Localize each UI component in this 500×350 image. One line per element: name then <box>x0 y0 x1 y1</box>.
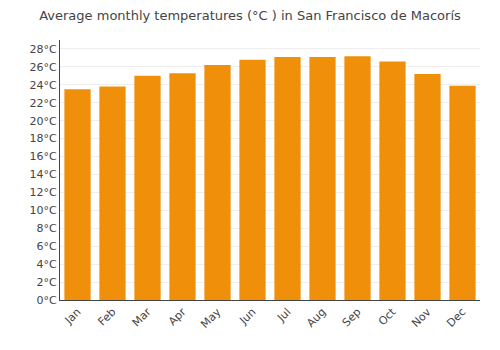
svg-text:0°C: 0°C <box>37 294 57 307</box>
svg-text:Jan: Jan <box>62 306 84 328</box>
svg-text:Sep: Sep <box>340 306 364 330</box>
svg-text:8°C: 8°C <box>37 222 57 235</box>
svg-text:26°C: 26°C <box>30 61 57 74</box>
svg-text:Aug: Aug <box>304 306 328 330</box>
svg-text:Jul: Jul <box>274 306 293 325</box>
svg-text:14°C: 14°C <box>30 168 57 181</box>
svg-text:28°C: 28°C <box>30 43 57 56</box>
svg-text:20°C: 20°C <box>30 115 57 128</box>
svg-text:Jun: Jun <box>236 305 258 327</box>
svg-text:Nov: Nov <box>409 305 434 330</box>
svg-text:6°C: 6°C <box>37 240 57 253</box>
svg-text:Oct: Oct <box>376 305 399 328</box>
svg-text:12°C: 12°C <box>30 186 57 199</box>
svg-text:Apr: Apr <box>166 305 189 328</box>
svg-text:Feb: Feb <box>96 306 119 329</box>
svg-text:Average monthly temperatures (: Average monthly temperatures (°C ) in Sa… <box>39 8 461 23</box>
svg-text:May: May <box>198 305 224 331</box>
svg-text:2°C: 2°C <box>37 276 57 289</box>
svg-text:10°C: 10°C <box>30 204 57 217</box>
svg-text:22°C: 22°C <box>30 97 57 110</box>
svg-text:Mar: Mar <box>130 305 154 329</box>
svg-text:18°C: 18°C <box>30 132 57 145</box>
svg-text:Dec: Dec <box>444 306 468 330</box>
svg-text:24°C: 24°C <box>30 79 57 92</box>
svg-text:4°C: 4°C <box>37 258 57 271</box>
svg-text:16°C: 16°C <box>30 150 57 163</box>
